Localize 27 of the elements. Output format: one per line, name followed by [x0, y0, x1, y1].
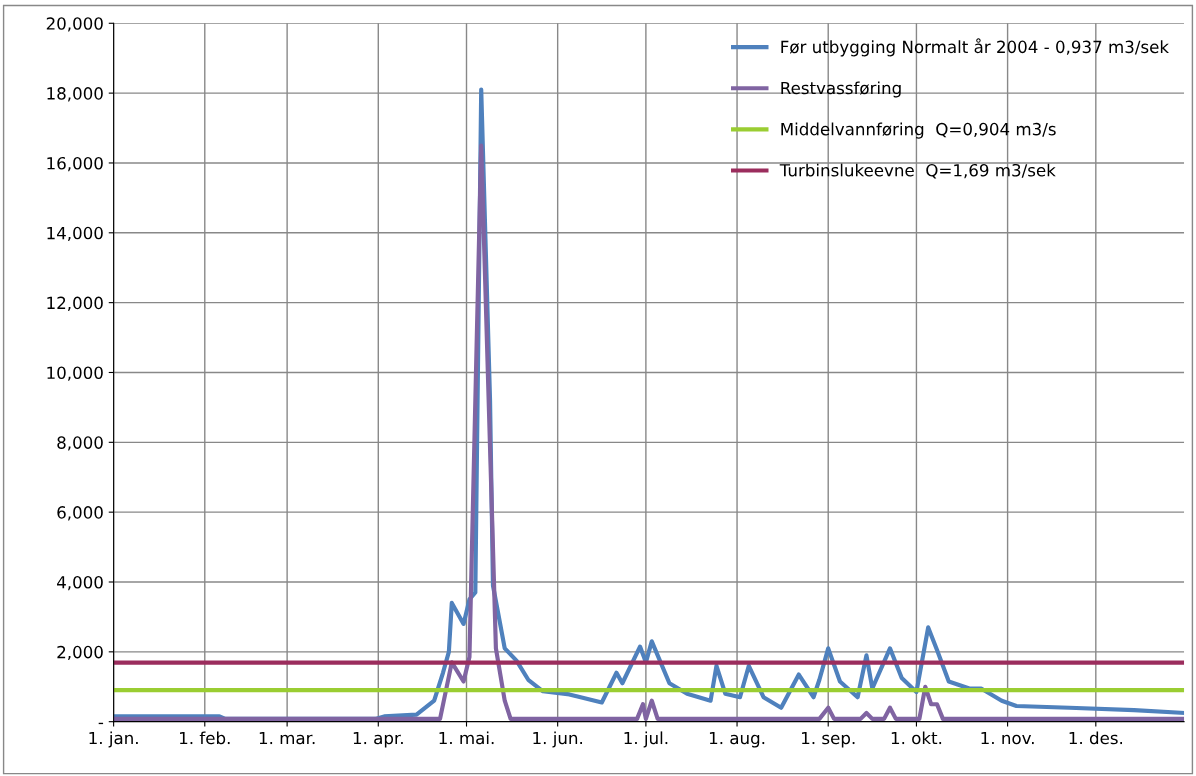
x-tick-label: 1. des. [1069, 731, 1123, 745]
x-tick-label: 1. mai. [439, 731, 494, 745]
x-tick-label: 1. aug. [709, 731, 765, 748]
y-tick-label: - [98, 722, 104, 725]
y-tick-label: 8,000 [57, 436, 103, 451]
y-tick-label: 2,000 [57, 645, 103, 661]
y-tick-label: 4,000 [57, 575, 103, 591]
y-tick-label: 6,000 [57, 506, 103, 521]
x-tick-label: 1. mar. [259, 731, 315, 745]
x-tick-label: 1. feb. [180, 731, 230, 745]
legend-label: Restvassføring [781, 81, 901, 98]
x-tick-label: 1. okt. [891, 731, 942, 745]
y-tick-label: 18,000 [47, 87, 103, 102]
y-tick-label: 16,000 [47, 156, 103, 172]
y-tick-label: 10,000 [47, 366, 103, 381]
x-tick-label: 1. jul. [624, 731, 668, 748]
legend-label: Turbinslukeevne Q=1,69 m3/sek [779, 163, 1056, 179]
x-tick-label: 1. jan. [89, 731, 138, 748]
x-tick-label: 1. jun. [533, 731, 582, 748]
x-tick-label: 1. nov. [981, 731, 1034, 745]
legend-label: Før utbygging Normalt år 2004 - 0,937 m3/sek [781, 38, 1169, 57]
legend-label: Middelvannføring Q=0,904 m3/s [781, 122, 1056, 139]
y-tick-label: 20,000 [46, 17, 103, 32]
x-tick-label: 1. apr. [353, 731, 403, 748]
x-tick-label: 1. sep. [802, 731, 855, 748]
y-tick-label: 14,000 [47, 226, 103, 242]
y-tick-label: 12,000 [47, 296, 103, 311]
